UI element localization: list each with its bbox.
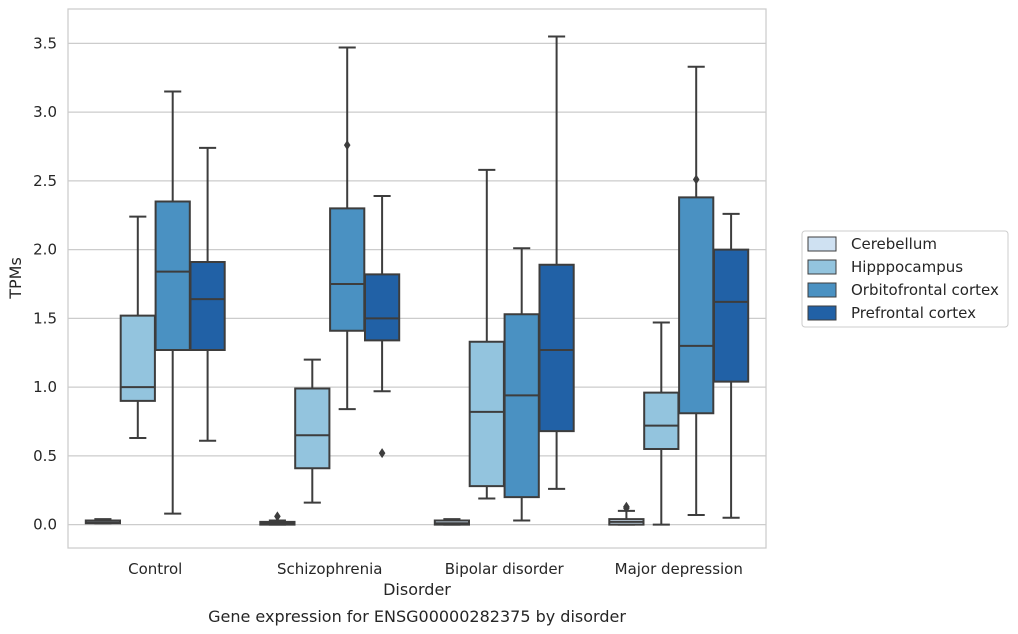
box-iqr	[678, 196, 715, 415]
box-iqr	[712, 248, 750, 383]
legend-label: Hipppocampus	[851, 258, 963, 276]
x-axis-ticks: Control Schizophrenia Bipolar disorder Majo…	[128, 560, 743, 578]
box-iqr	[329, 207, 366, 332]
box-orbitofrontal-cortex-0	[154, 90, 191, 515]
box-iqr	[643, 391, 680, 450]
box-iqr	[189, 261, 226, 351]
x-tick-label: Bipolar disorder	[445, 560, 565, 578]
legend-label: Orbitofrontal cortex	[851, 281, 999, 299]
x-axis-label: Disorder	[383, 580, 451, 599]
legend-swatch	[807, 236, 837, 252]
y-tick-label: 0.0	[33, 516, 57, 534]
y-axis-label: TPMs	[6, 257, 25, 300]
y-tick-label: 3.5	[33, 34, 57, 52]
x-tick-label: Schizophrenia	[277, 560, 382, 578]
box-iqr	[468, 340, 505, 488]
box-cerebellum-0	[84, 518, 122, 525]
chart-caption: Gene expression for ENSG00000282375 by d…	[208, 607, 626, 626]
outlier-point	[623, 501, 630, 512]
box-iqr	[363, 273, 401, 342]
box-prefrontal-cortex-0	[189, 146, 226, 442]
box-iqr	[294, 387, 331, 470]
box-cerebellum-2	[433, 518, 471, 526]
legend-swatch	[807, 259, 837, 275]
outlier-point	[343, 140, 351, 151]
legend-label: Cerebellum	[851, 235, 937, 253]
y-tick-label: 2.5	[33, 172, 57, 190]
outlier-point	[378, 448, 386, 459]
legend-label: Prefrontal cortex	[851, 304, 976, 322]
box-iqr	[154, 200, 191, 351]
box-orbitofrontal-cortex-1	[329, 46, 366, 411]
box-orbitofrontal-cortex-3	[678, 65, 715, 516]
x-tick-label: Control	[128, 560, 182, 578]
y-tick-label: 3.0	[33, 103, 57, 121]
box-hipppocampus-3	[643, 321, 680, 526]
box-hipppocampus-1	[294, 358, 331, 504]
box-orbitofrontal-cortex-2	[503, 247, 540, 522]
box-hipppocampus-2	[468, 168, 505, 500]
legend-frame	[801, 230, 1009, 328]
y-tick-label: 0.5	[33, 447, 57, 465]
box-prefrontal-cortex-1	[363, 195, 401, 459]
y-axis-ticks: 0.0 0.5 1.0 1.5 2.0 2.5 3.0 3.5	[33, 34, 57, 533]
plot-frame	[67, 8, 767, 549]
legend-swatch	[807, 282, 837, 298]
y-tick-label: 2.0	[33, 241, 57, 259]
outlier-point	[692, 174, 700, 185]
box-iqr	[503, 313, 540, 499]
box-hipppocampus-0	[119, 215, 156, 439]
box-prefrontal-cortex-3	[712, 212, 750, 519]
y-tick-label: 1.5	[33, 309, 57, 327]
box-cerebellum-1	[259, 511, 296, 526]
y-tick-label: 1.0	[33, 378, 57, 396]
box-prefrontal-cortex-2	[538, 35, 575, 490]
box-cerebellum-3	[608, 501, 645, 526]
box-iqr	[538, 263, 575, 433]
legend-swatch	[807, 305, 837, 321]
legend: Cerebellum Hipppocampus Orbitofrontal cort…	[801, 230, 1009, 328]
outlier-point	[274, 511, 281, 522]
x-tick-label: Major depression	[615, 560, 743, 578]
box-plot-area	[84, 35, 750, 526]
